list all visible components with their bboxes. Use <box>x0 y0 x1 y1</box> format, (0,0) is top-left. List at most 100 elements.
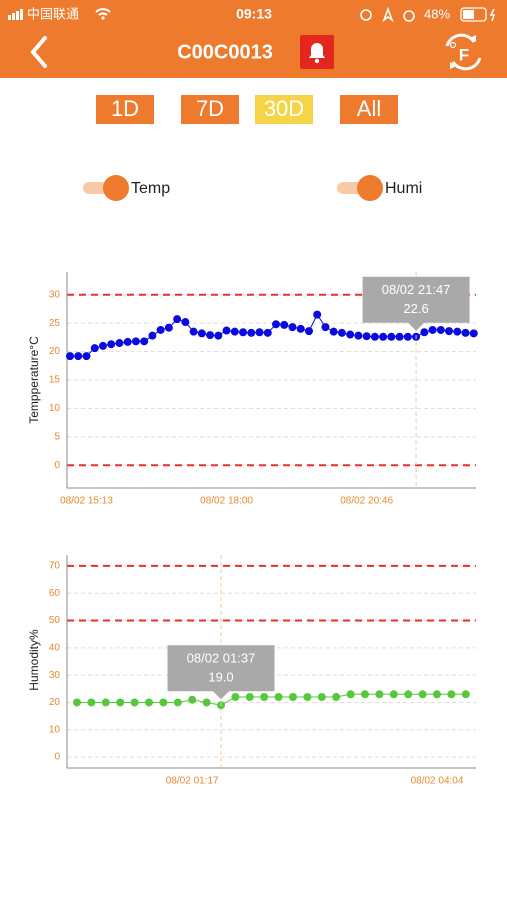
charging-icon <box>489 8 496 22</box>
x-tick-label: 08/02 04:04 <box>411 776 464 787</box>
unit-label: F <box>459 45 469 64</box>
data-point <box>159 698 168 707</box>
data-point <box>247 328 256 337</box>
y-tick-label: 0 <box>54 460 60 471</box>
data-point <box>263 328 272 337</box>
data-point <box>115 339 124 348</box>
tooltip-title: 08/02 21:47 <box>382 282 451 297</box>
data-point <box>420 328 429 337</box>
tooltip-box <box>167 645 275 700</box>
data-point <box>181 318 190 327</box>
data-point <box>389 690 398 699</box>
data-point <box>98 341 107 350</box>
data-point <box>387 332 396 341</box>
data-point <box>461 328 470 337</box>
range-button-label[interactable]: 7D <box>196 96 224 121</box>
data-point <box>245 693 254 701</box>
data-point <box>332 693 341 701</box>
data-point <box>90 344 99 353</box>
alarm-button[interactable] <box>300 35 334 69</box>
data-point <box>362 332 371 341</box>
unit-toggle[interactable]: F <box>445 33 482 71</box>
y-tick-label: 40 <box>49 642 61 653</box>
y-tick-label: 0 <box>54 752 60 763</box>
data-point <box>148 331 157 340</box>
data-point <box>107 340 116 349</box>
range-button[interactable] <box>96 95 154 124</box>
back-button[interactable] <box>30 36 47 68</box>
y-tick-label: 5 <box>54 431 60 442</box>
x-tick-label: 08/02 15:13 <box>60 496 113 507</box>
data-point <box>469 329 478 338</box>
data-point <box>197 329 206 338</box>
data-point <box>346 690 355 699</box>
y-axis-label: Humodity% <box>27 629 41 691</box>
data-point <box>461 690 470 699</box>
data-point <box>354 331 363 340</box>
status-icons <box>360 6 415 23</box>
data-point <box>447 690 456 699</box>
x-tick-label: 08/02 18:00 <box>200 496 253 507</box>
data-point <box>445 327 454 336</box>
y-tick-label: 10 <box>49 403 61 414</box>
data-point <box>214 331 223 340</box>
battery-icon <box>460 7 487 22</box>
data-point <box>403 332 412 341</box>
data-point <box>101 698 110 707</box>
data-point <box>379 332 388 341</box>
range-button[interactable] <box>340 95 398 124</box>
tooltip-title: 08/02 01:37 <box>187 651 256 666</box>
data-point <box>296 324 305 333</box>
range-button-label[interactable]: 1D <box>111 96 139 121</box>
data-point <box>418 690 427 699</box>
battery-fill <box>463 10 474 19</box>
data-point <box>202 698 211 707</box>
clock: 09:13 <box>236 6 272 22</box>
x-tick-label: 08/02 01:17 <box>166 776 219 787</box>
tooltip-value: 22.6 <box>403 301 428 316</box>
y-tick-label: 10 <box>49 724 61 735</box>
wifi-dot <box>101 16 105 20</box>
data-point <box>280 320 289 329</box>
data-point <box>230 327 239 336</box>
data-point <box>66 352 74 361</box>
data-point <box>189 327 198 336</box>
data-point <box>313 310 322 319</box>
data-point <box>206 331 215 340</box>
carrier: 中国联通 <box>27 6 79 21</box>
tooltip-value: 19.0 <box>208 670 233 685</box>
data-point <box>433 690 441 699</box>
data-point <box>453 327 462 336</box>
data-point <box>74 352 83 361</box>
data-point <box>130 698 139 707</box>
data-point <box>346 330 355 339</box>
y-tick-label: 15 <box>49 375 61 386</box>
data-point <box>131 337 140 346</box>
data-point <box>436 325 445 334</box>
data-point <box>337 328 346 337</box>
data-point <box>222 326 231 335</box>
data-point <box>317 693 326 701</box>
data-point <box>428 325 437 334</box>
range-button[interactable] <box>181 95 239 124</box>
data-point <box>156 325 165 334</box>
data-point <box>404 690 413 699</box>
range-button-label[interactable]: All <box>357 96 381 121</box>
y-tick-label: 30 <box>49 670 61 681</box>
range-button-label[interactable]: 30D <box>264 96 304 121</box>
range-button[interactable] <box>255 95 313 124</box>
y-tick-label: 25 <box>49 318 61 329</box>
toggle-label[interactable]: Temp <box>131 180 170 197</box>
data-point <box>329 327 338 336</box>
header-bar <box>0 0 507 78</box>
data-point <box>82 352 91 361</box>
data-point <box>304 327 313 336</box>
battery-level: 48% <box>424 6 450 21</box>
toggle-label[interactable]: Humi <box>385 180 422 197</box>
toggle-knob[interactable] <box>103 175 129 201</box>
data-point <box>303 693 312 701</box>
toggle-knob[interactable] <box>357 175 383 201</box>
data-point <box>140 337 149 346</box>
data-point <box>239 328 248 337</box>
